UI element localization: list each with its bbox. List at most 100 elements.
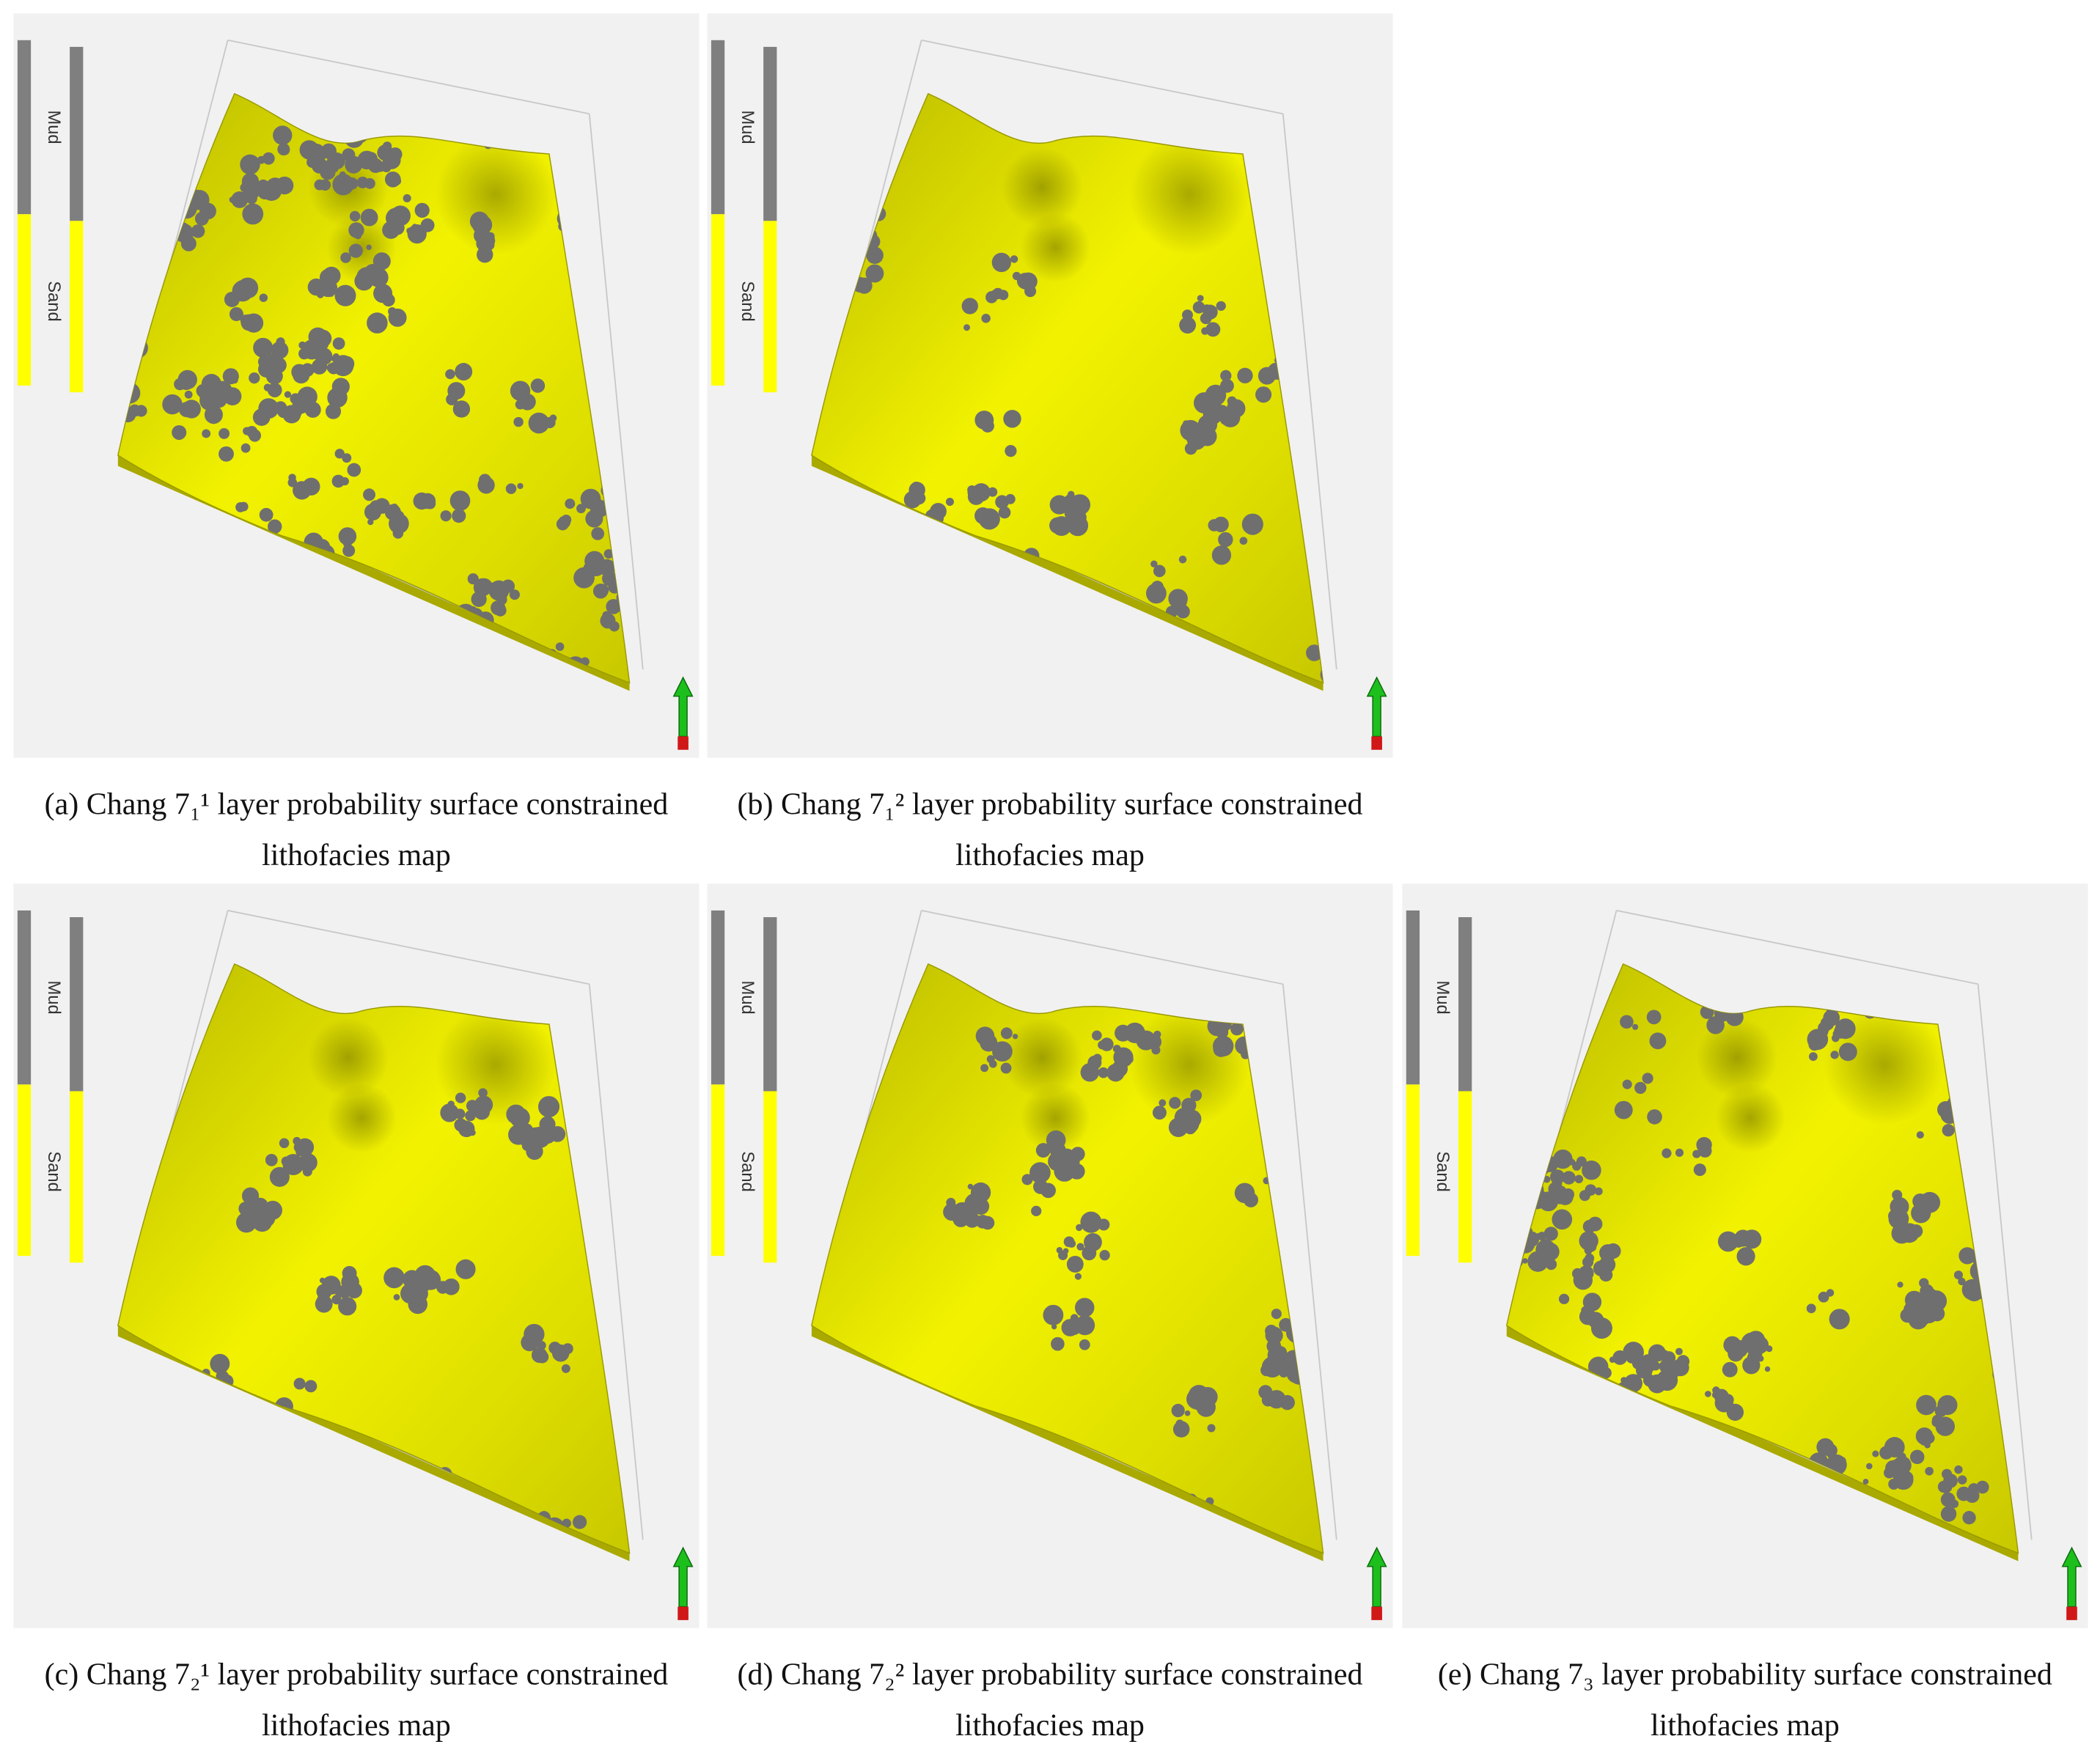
mud-patch: [259, 507, 273, 522]
mud-patch: [245, 185, 257, 198]
mud-patch: [392, 177, 402, 185]
mud-patch: [865, 264, 884, 283]
mud-patch: [241, 443, 251, 453]
mud-patch: [299, 140, 319, 160]
mud-patch: [509, 589, 520, 600]
mud-patch: [363, 488, 375, 501]
mud-patch: [1924, 1442, 1931, 1449]
mud-patch: [474, 222, 488, 235]
mud-patch: [1100, 1037, 1114, 1051]
mud-patch: [293, 366, 310, 384]
mud-patch: [1656, 1369, 1678, 1391]
mud-patch: [389, 513, 409, 534]
mud-patch: [478, 1088, 488, 1098]
mud-patch: [370, 313, 379, 322]
mud-patch: [317, 1295, 324, 1302]
mud-patch: [1730, 1339, 1748, 1358]
mud-patch: [1537, 1232, 1547, 1241]
panel: Mud Sand (a) Chang 7₁¹ layer probability s…: [13, 13, 700, 872]
mud-patch: [513, 416, 524, 427]
mud-patch: [417, 1296, 425, 1304]
mud-patch: [319, 179, 331, 191]
mud-patch: [339, 171, 346, 178]
mud-patch: [528, 412, 550, 434]
mud-patch: [1578, 1265, 1594, 1281]
mud-patch: [298, 341, 306, 350]
panel: Mud Sand (b) Chang 7₁² layer probability s…: [707, 13, 1393, 872]
mud-patch: [1831, 1034, 1840, 1042]
mud-patch: [998, 290, 1009, 301]
mud-patch: [340, 477, 349, 486]
mud-patch: [362, 210, 375, 223]
mud-patch: [270, 357, 287, 374]
mud-patch: [1099, 1250, 1110, 1261]
mud-patch: [1726, 1403, 1744, 1422]
mud-patch: [1596, 1263, 1605, 1273]
mud-patch: [414, 1279, 426, 1291]
mud-patch: [1647, 1109, 1662, 1125]
box-edge: [227, 39, 590, 115]
mud-patch: [320, 163, 336, 180]
mud-patch: [414, 202, 430, 218]
mud-patch: [1000, 1062, 1012, 1074]
mud-patch: [309, 336, 325, 352]
legend-label: Sand: [738, 281, 757, 321]
mud-patch: [1675, 1148, 1684, 1157]
mud-patch: [1722, 1363, 1736, 1376]
mud-patch: [1079, 1339, 1090, 1350]
mud-patch: [521, 1141, 532, 1151]
mud-patch: [911, 482, 922, 493]
mud-patch: [334, 284, 356, 306]
mud-patch: [606, 599, 622, 614]
mud-patch: [1829, 1309, 1850, 1330]
mud-patch: [1736, 1247, 1755, 1266]
mud-patch: [1919, 1278, 1929, 1288]
north-arrow: [672, 1546, 694, 1608]
mud-patch: [452, 508, 466, 523]
mud-patch: [298, 347, 310, 360]
mud-patch: [1958, 1247, 1976, 1265]
surface-dip: [1020, 1083, 1090, 1153]
north-arrow: [2061, 1546, 2082, 1608]
mud-patch: [331, 474, 345, 488]
mud-patch: [1910, 1449, 1925, 1465]
mud-patch: [1203, 304, 1218, 320]
mud-patch: [1171, 1403, 1185, 1418]
mud-patch: [1538, 1239, 1552, 1252]
mud-patch: [1558, 1293, 1570, 1305]
mud-patch: [1076, 1224, 1083, 1232]
mud-patch: [406, 227, 414, 235]
mud-patch: [1892, 1189, 1903, 1201]
mud-patch: [1003, 410, 1021, 428]
mud-patch: [325, 403, 342, 419]
mud-patch: [269, 1166, 290, 1187]
mud-patch: [282, 405, 301, 424]
legend-sand-bar: [711, 214, 725, 386]
mud-patch: [1197, 295, 1204, 302]
mud-patch: [1915, 1427, 1934, 1445]
mud-patch: [1190, 1089, 1203, 1101]
mud-patch: [1182, 309, 1193, 321]
mud-patch: [1572, 1268, 1584, 1279]
mud-patch: [1957, 1475, 1967, 1485]
mud-patch: [1931, 1417, 1942, 1427]
mud-patch: [1227, 396, 1237, 406]
mud-patch: [366, 244, 372, 251]
mud-patch: [1954, 1465, 1963, 1474]
mud-patch: [252, 1212, 273, 1232]
mud-patch: [1211, 545, 1232, 565]
mud-patch: [1216, 1026, 1229, 1039]
mud-patch: [975, 1026, 995, 1045]
mud-patch: [1646, 1009, 1662, 1025]
surface-dip: [1002, 147, 1082, 228]
mud-patch: [342, 453, 352, 463]
mud-patch: [1181, 1097, 1197, 1113]
mud-patch: [551, 1344, 570, 1362]
surface-dip: [435, 1004, 557, 1125]
mud-patch: [555, 642, 565, 651]
mud-patch: [455, 1259, 476, 1279]
mud-patch: [271, 341, 289, 359]
mud-patch: [961, 298, 978, 315]
mud-patch: [1827, 1452, 1835, 1460]
mud-patch: [268, 519, 282, 534]
